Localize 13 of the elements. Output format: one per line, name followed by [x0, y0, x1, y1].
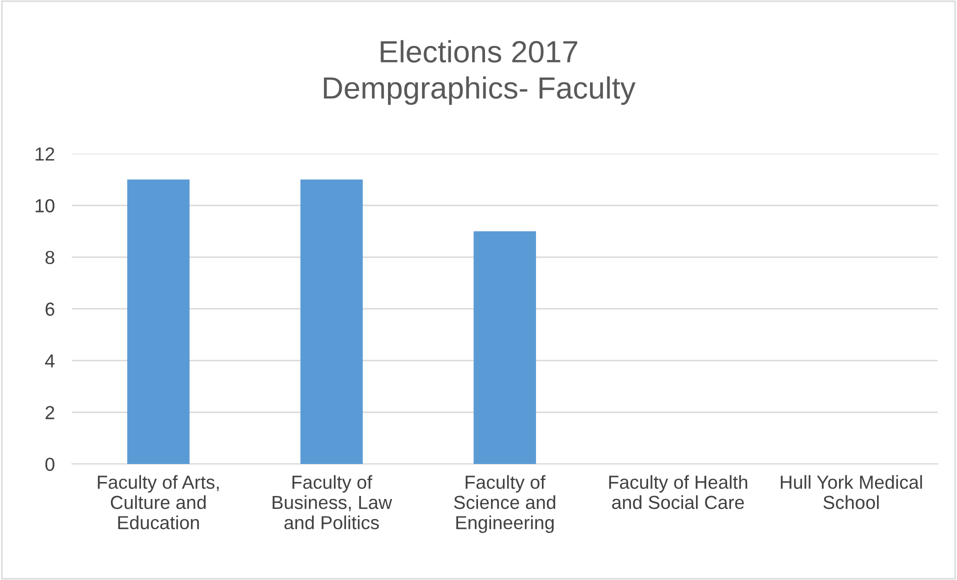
y-tick-label: 6 [46, 302, 54, 316]
y-tick-label: 2 [46, 406, 54, 420]
y-tick-label: 4 [45, 354, 55, 368]
chart-title: Elections 2017 Dempgraphics- Faculty [324, 40, 636, 105]
y-tick-label: 12 [36, 147, 54, 160]
y-tick-label: 8 [45, 250, 54, 264]
x-tick-label: Faculty of Business, Law and Politics [272, 475, 392, 530]
y-tick-label: 10 [36, 199, 54, 212]
x-tick-label: Faculty of Science and Engineering [454, 475, 556, 533]
x-tick-label: Hull York Medical School [780, 475, 922, 510]
x-tick-label: Faculty of Arts, Culture and Education [98, 475, 219, 530]
y-tick-label: 0 [45, 458, 54, 471]
x-tick-label: Faculty of Health and Social Care [609, 475, 748, 510]
